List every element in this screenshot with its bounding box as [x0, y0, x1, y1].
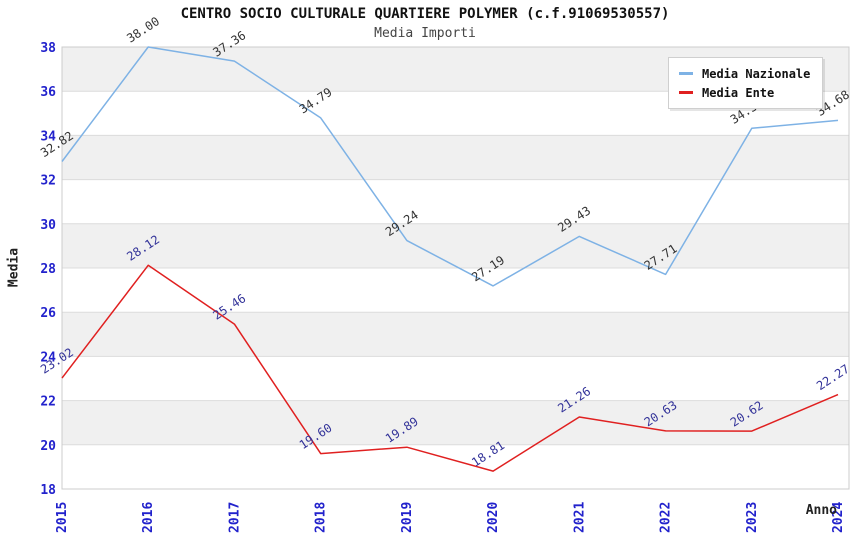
y-tick-label: 34 [40, 129, 56, 144]
x-tick-label: 2022 [659, 502, 674, 533]
chart-title: CENTRO SOCIO CULTURALE QUARTIERE POLYMER… [180, 6, 670, 22]
x-tick-label: 2023 [745, 502, 760, 533]
y-tick-label: 26 [40, 306, 56, 321]
y-tick-label: 38 [40, 41, 56, 56]
y-tick-label: 18 [40, 483, 56, 498]
legend-swatch-media-nazionale-icon [679, 72, 693, 75]
x-tick-label: 2019 [400, 502, 415, 533]
series-line-media-ente [61, 264, 839, 472]
legend-item-media-nazionale: Media Nazionale [679, 64, 810, 83]
plot-band [62, 356, 849, 401]
plot-band [62, 223, 849, 268]
y-tick-label: 22 [40, 395, 56, 410]
legend-item-media-ente: Media Ente [679, 83, 810, 102]
y-tick-label: 30 [40, 218, 56, 233]
legend-label-media-ente: Media Ente [702, 85, 775, 100]
y-tick-label: 20 [40, 439, 56, 454]
x-tick-label: 2024 [831, 502, 846, 533]
plot-band [62, 312, 849, 357]
legend-swatch-media-ente-icon [679, 91, 693, 94]
plot-band [62, 444, 849, 489]
y-tick-label: 32 [40, 174, 56, 189]
y-axis-label: Media [6, 247, 22, 288]
x-axis-label: Anno [805, 503, 837, 518]
plot-border [61, 46, 850, 490]
x-tick-label: 2018 [314, 502, 329, 533]
x-tick-label: 2017 [227, 502, 242, 533]
y-tick-label: 28 [40, 262, 56, 277]
plot-band [62, 135, 849, 180]
y-tick-label: 36 [40, 85, 56, 100]
series-line-media-nazionale [61, 46, 839, 287]
legend: Media Nazionale Media Ente [668, 57, 824, 109]
y-tick-label: 24 [40, 350, 56, 365]
x-tick-label: 2015 [55, 502, 70, 533]
plot-band [62, 400, 849, 445]
plot-band [62, 268, 849, 313]
legend-label-media-nazionale: Media Nazionale [702, 66, 811, 81]
x-tick-label: 2021 [572, 502, 587, 533]
plot-band [62, 179, 849, 224]
x-tick-label: 2020 [486, 502, 501, 533]
chart-subtitle: Media Importi [374, 26, 476, 41]
x-tick-label: 2016 [141, 502, 156, 533]
